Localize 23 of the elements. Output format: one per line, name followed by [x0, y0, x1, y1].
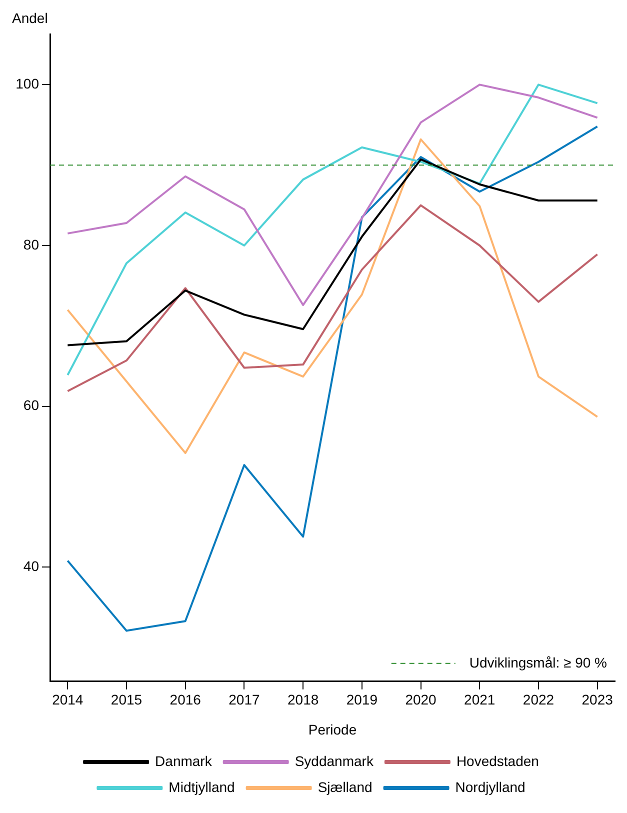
x-tick-label: 2023 — [582, 692, 614, 708]
legend-label: Syddanmark — [294, 752, 374, 769]
x-tick-label: 2021 — [464, 692, 496, 708]
y-tick-label: 100 — [16, 76, 40, 92]
x-tick-label: 2018 — [287, 692, 319, 708]
x-tick-label: 2014 — [52, 692, 84, 708]
x-tick-label: 2019 — [346, 692, 378, 708]
x-tick-label: 2020 — [405, 692, 437, 708]
x-tick-label: 2022 — [522, 692, 554, 708]
x-tick-label: 2017 — [228, 692, 260, 708]
legend-label: Midtjylland — [168, 778, 235, 795]
legend-label: Sjælland — [318, 778, 372, 795]
legend-label: Udviklingsmål: ≥ 90 % — [469, 654, 607, 670]
y-tick-label: 40 — [23, 558, 40, 574]
y-tick-label: 80 — [23, 236, 40, 252]
legend-label: Nordjylland — [455, 778, 526, 795]
x-axis-title: Periode — [308, 721, 357, 738]
y-axis-title: Andel — [12, 10, 48, 26]
legend-label: Hovedstaden — [456, 752, 539, 769]
legend-label: Danmark — [155, 752, 213, 769]
x-tick-label: 2016 — [170, 692, 202, 708]
x-tick-label: 2015 — [110, 692, 142, 708]
y-tick-label: 60 — [23, 397, 40, 414]
